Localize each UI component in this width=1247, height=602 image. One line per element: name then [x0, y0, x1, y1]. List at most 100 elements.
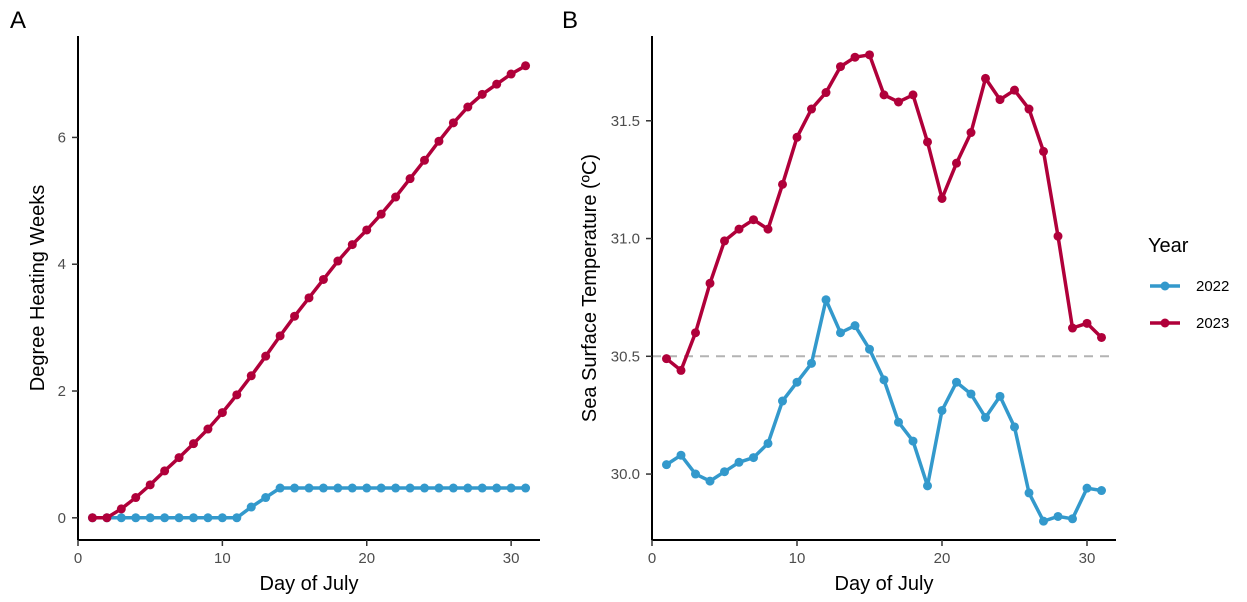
data-point — [333, 256, 343, 266]
x-tick-label: 30 — [503, 550, 520, 567]
data-point — [1039, 146, 1048, 156]
data-point — [304, 293, 314, 303]
x-tick-label: 0 — [648, 550, 656, 567]
y-tick-label: 4 — [58, 256, 66, 273]
series-2022 — [87, 483, 531, 523]
data-point — [333, 483, 343, 493]
data-point — [763, 438, 773, 448]
data-point — [1068, 514, 1077, 524]
data-point — [189, 439, 198, 449]
data-point — [232, 513, 242, 523]
data-point — [662, 354, 671, 364]
data-point — [160, 466, 170, 476]
data-point — [995, 95, 1005, 105]
data-point — [1097, 332, 1106, 342]
data-point — [261, 493, 271, 503]
data-point — [923, 481, 932, 491]
data-point — [952, 377, 961, 387]
data-point — [246, 502, 256, 512]
data-point — [836, 328, 845, 338]
data-point — [246, 371, 256, 381]
data-point — [102, 513, 112, 523]
panel-b-x-axis-title: Day of July — [835, 573, 934, 595]
data-point — [908, 90, 918, 100]
data-point — [203, 513, 213, 523]
data-point — [131, 493, 141, 503]
data-point — [463, 483, 473, 493]
data-point — [734, 457, 744, 467]
legend-item-2023: 2023 — [1150, 315, 1229, 332]
data-point — [116, 513, 126, 523]
y-tick-label: 6 — [58, 129, 66, 146]
data-point — [448, 483, 458, 493]
data-point — [720, 467, 729, 477]
data-point — [145, 480, 155, 490]
x-tick-label: 10 — [789, 550, 806, 567]
panel-b-series — [662, 50, 1106, 526]
data-point — [362, 483, 372, 493]
data-point — [492, 483, 502, 493]
y-tick-label: 30.0 — [611, 466, 640, 483]
data-point — [807, 358, 816, 368]
x-tick-label: 20 — [934, 550, 951, 567]
data-point — [116, 504, 126, 514]
data-point — [174, 453, 184, 463]
data-point — [749, 453, 758, 463]
data-point — [937, 405, 947, 415]
data-point — [275, 483, 285, 493]
data-point — [506, 483, 516, 493]
data-point — [705, 278, 715, 288]
data-point — [492, 79, 502, 89]
data-point — [778, 179, 787, 189]
data-point — [420, 155, 429, 165]
series-line — [664, 53, 1104, 373]
panel-b: B 0 10 20 30 30.0 30.5 31.0 31.5 Day of July S… — [562, 7, 1116, 595]
data-point — [850, 52, 860, 62]
data-point — [1082, 483, 1092, 493]
data-point — [290, 483, 300, 493]
data-point — [763, 224, 773, 234]
data-point — [850, 321, 860, 331]
data-point — [290, 311, 300, 321]
panel-a-label: A — [10, 7, 26, 34]
data-point — [217, 408, 227, 418]
series-line — [90, 64, 528, 520]
data-point — [879, 90, 889, 100]
data-point — [792, 377, 802, 387]
data-point — [937, 194, 947, 204]
panel-b-x-ticks: 0 10 20 30 — [648, 540, 1095, 567]
data-point — [720, 236, 729, 246]
legend-swatch-point — [1160, 318, 1170, 328]
data-point — [131, 513, 141, 523]
panel-b-y-axis-title: Sea Surface Temperature (ºC) — [579, 154, 601, 422]
data-point — [1053, 231, 1063, 241]
data-point — [908, 436, 918, 446]
panel-b-y-ticks: 30.0 30.5 31.0 31.5 — [611, 113, 652, 483]
y-tick-label: 31.5 — [611, 113, 640, 130]
data-point — [734, 224, 744, 234]
data-point — [807, 104, 816, 114]
data-point — [705, 476, 715, 486]
data-point — [347, 483, 357, 493]
data-point — [966, 128, 976, 138]
data-point — [318, 483, 328, 493]
panel-b-label: B — [562, 7, 578, 34]
panel-a: A 0 10 20 30 0 2 4 6 Day of July Degree Heatin… — [10, 7, 540, 595]
data-point — [691, 328, 700, 338]
data-point — [821, 88, 831, 98]
series-line — [664, 298, 1104, 523]
data-point — [1024, 104, 1034, 114]
data-point — [1082, 318, 1092, 328]
data-point — [477, 483, 487, 493]
data-point — [420, 483, 429, 493]
panel-a-y-axis-title: Degree Heating Weeks — [27, 185, 49, 391]
data-point — [1097, 486, 1106, 496]
data-point — [749, 215, 758, 225]
data-point — [434, 136, 444, 146]
data-point — [376, 209, 386, 219]
data-point — [145, 513, 155, 523]
data-point — [405, 174, 415, 184]
data-point — [865, 344, 874, 354]
y-tick-label: 30.5 — [611, 348, 640, 365]
